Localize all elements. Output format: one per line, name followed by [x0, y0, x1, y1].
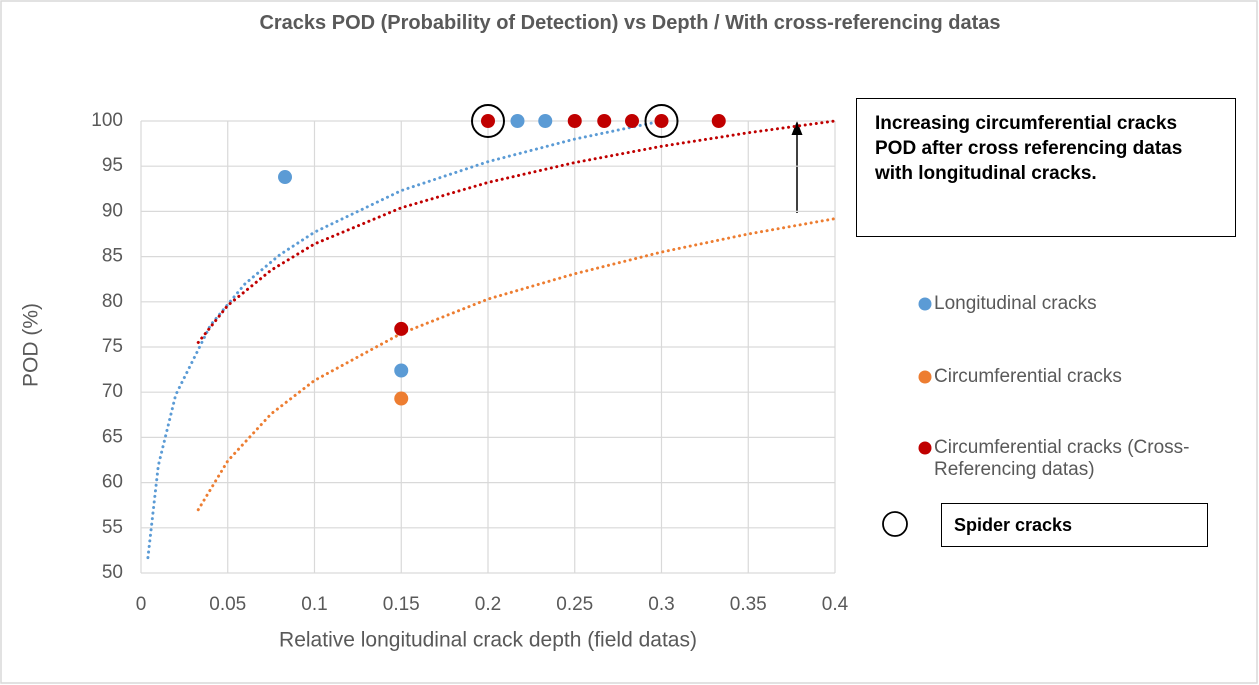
x-tick-label: 0.3: [648, 594, 674, 615]
spider-legend-symbol: [882, 511, 908, 537]
legend-symbol: [918, 370, 932, 384]
x-axis-label: Relative longitudinal crack depth (field…: [279, 629, 697, 652]
trendline: [196, 119, 837, 344]
legend-symbol: [918, 297, 932, 311]
y-tick-label: 100: [91, 110, 123, 131]
x-tick-label: 0.4: [822, 594, 849, 615]
data-point: [654, 114, 669, 128]
trendline: [146, 119, 663, 560]
data-point: [510, 114, 525, 128]
y-tick-label: 60: [102, 472, 123, 493]
data-point: [711, 114, 726, 128]
y-tick-label: 85: [102, 246, 123, 267]
legend-symbol: [918, 441, 932, 455]
chart-title: Cracks POD (Probability of Detection) vs…: [259, 12, 1001, 34]
data-point: [394, 363, 409, 378]
y-tick-label: 80: [102, 291, 123, 312]
x-tick-label: 0.2: [475, 594, 501, 615]
data-point: [394, 391, 409, 406]
data-point: [625, 114, 640, 128]
legend-label: Circumferential cracks (Cross-Referencin…: [934, 437, 1190, 480]
legend-label: Circumferential cracks: [934, 366, 1122, 387]
y-axis-label: POD (%): [20, 303, 43, 387]
y-tick-label: 75: [102, 336, 123, 357]
y-tick-label: 55: [102, 517, 123, 538]
x-tick-label: 0.15: [383, 594, 420, 615]
legend-label: Longitudinal cracks: [934, 293, 1097, 314]
x-tick-label: 0.1: [301, 594, 327, 615]
y-tick-label: 90: [102, 200, 123, 221]
data-point: [538, 114, 553, 128]
data-point: [567, 114, 582, 128]
y-tick-label: 50: [102, 562, 123, 583]
data-point: [597, 114, 612, 128]
x-tick-label: 0.25: [556, 594, 593, 615]
trendline: [196, 217, 837, 512]
annotation-arrowhead: [791, 121, 803, 135]
y-tick-label: 70: [102, 381, 123, 402]
highlight-circle: [644, 104, 679, 138]
data-point: [394, 321, 409, 336]
annotation: Increasing circumferential cracks POD af…: [856, 98, 1236, 237]
highlight-circle: [471, 104, 505, 138]
y-tick-label: 95: [102, 155, 123, 176]
x-tick-label: 0: [136, 594, 147, 615]
x-tick-label: 0.05: [209, 594, 246, 615]
data-point: [278, 170, 293, 185]
y-tick-label: 65: [102, 426, 123, 447]
x-tick-label: 0.35: [730, 594, 767, 615]
data-point: [481, 114, 495, 128]
legend-label: Spider cracks: [941, 503, 1208, 547]
